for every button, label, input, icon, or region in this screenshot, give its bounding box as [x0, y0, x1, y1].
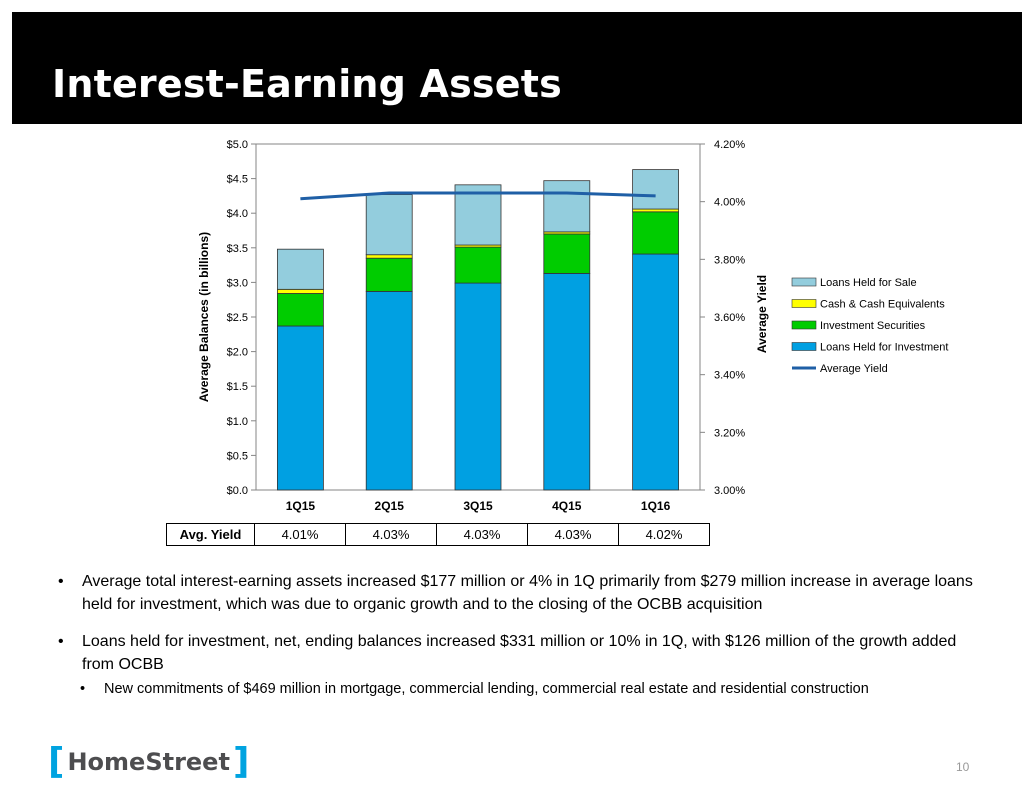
bar-segment [454, 282, 502, 491]
y2-tick-label: 3.00% [714, 485, 745, 497]
y-tick-label: $1.0 [227, 416, 248, 428]
legend-label: Loans Held for Investment [820, 342, 948, 354]
avg-yield-cell: 4.01% [254, 523, 346, 546]
y-tick-label: $4.0 [227, 208, 248, 220]
bar-segment [543, 180, 591, 233]
x-tick-label: 2Q15 [375, 499, 405, 513]
bar-segment [632, 211, 679, 255]
y-tick-label: $5.0 [227, 139, 248, 151]
title-bar [12, 12, 1022, 124]
average-yield-line [300, 191, 656, 201]
y2-tick-label: 3.60% [714, 312, 745, 324]
bar-segment [365, 194, 413, 256]
y-tick-label: $2.0 [227, 347, 248, 359]
bar-segment [276, 325, 324, 491]
bar-segment [276, 288, 324, 294]
bar-segment [276, 293, 324, 327]
y-tick-label: $2.5 [227, 312, 248, 324]
avg-yield-cell: 4.02% [618, 523, 710, 546]
x-tick-label: 1Q15 [286, 499, 316, 513]
y2-tick-label: 3.80% [714, 254, 745, 266]
page-number: 10 [956, 760, 970, 774]
bar-segment [454, 246, 502, 284]
y2-tick-label: 4.20% [714, 139, 745, 151]
y-tick-label: $4.5 [227, 174, 248, 186]
y-tick-label: $0.5 [227, 450, 248, 462]
stacked-bar-chart: $0.0 $0.5 $1.0 $1.5 $2.0 $2.5 $3.0 $3.5 $4.0 $4.5… [197, 139, 948, 513]
sub-bullet-item: • New commitments of $469 million in mor… [58, 678, 978, 701]
legend-label: Loans Held for Sale [820, 277, 917, 289]
y2-tick-label: 4.00% [714, 197, 745, 209]
bar-segment [632, 169, 679, 210]
bar-segment [454, 184, 502, 246]
bar-segment [365, 254, 413, 259]
y2-tick-label: 3.20% [714, 427, 745, 439]
logo-bracket-left-icon: [ [48, 741, 65, 782]
legend-swatch [791, 299, 817, 308]
bar-segment [276, 248, 324, 290]
bullet-dot-icon: • [58, 633, 64, 650]
bullet-text: Loans held for investment, net, ending b… [82, 633, 957, 673]
x-tick-label: 3Q15 [463, 499, 493, 513]
bar-segment [543, 233, 591, 274]
y-tick-label: $3.0 [227, 277, 248, 289]
bullet-dot-icon: • [58, 573, 64, 590]
homestreet-logo: [ HomeStreet ] [48, 741, 250, 782]
y-tick-label: $3.5 [227, 243, 248, 255]
legend-swatch [791, 342, 817, 351]
y-axis-label: Average Balances (in billions) [197, 232, 211, 402]
bullet-dot-icon: • [80, 681, 86, 697]
avg-yield-cell: 4.03% [436, 523, 528, 546]
y2-axis-label: Average Yield [755, 275, 769, 353]
bar-segment [365, 257, 413, 292]
bar-segment [365, 290, 413, 491]
bar-segment [632, 253, 679, 491]
avg-yield-cell: 4.03% [345, 523, 437, 546]
legend-swatch [791, 277, 817, 287]
logo-bracket-right-icon: ] [232, 741, 250, 782]
y-tick-label: $1.5 [227, 381, 248, 393]
legend-swatch [791, 320, 817, 330]
y-tick-label: $0.0 [227, 485, 248, 497]
bullet-list: • Average total interest-earning assets … [58, 570, 978, 701]
bullet-text: Average total interest-earning assets in… [82, 573, 973, 613]
y2-tick-label: 3.40% [714, 370, 745, 382]
sub-bullet-text: New commitments of $469 million in mortg… [104, 681, 869, 697]
avg-yield-table: Avg. Yield 4.01% 4.03% 4.03% 4.03% 4.02% [166, 523, 710, 546]
bar-segment [543, 273, 591, 491]
x-tick-label: 4Q15 [552, 499, 582, 513]
legend-label: Investment Securities [820, 320, 926, 332]
legend-label: Average Yield [820, 363, 888, 375]
avg-yield-cell: 4.03% [527, 523, 619, 546]
logo-text: HomeStreet [67, 748, 230, 776]
slide-title: Interest-Earning Assets [52, 62, 562, 106]
bullet-item: • Average total interest-earning assets … [58, 570, 978, 616]
bar-segment [632, 208, 679, 213]
avg-yield-label: Avg. Yield [166, 523, 255, 546]
bullet-item: • Loans held for investment, net, ending… [58, 630, 978, 676]
x-tick-label: 1Q16 [641, 499, 671, 513]
legend-label: Cash & Cash Equivalents [820, 299, 945, 311]
